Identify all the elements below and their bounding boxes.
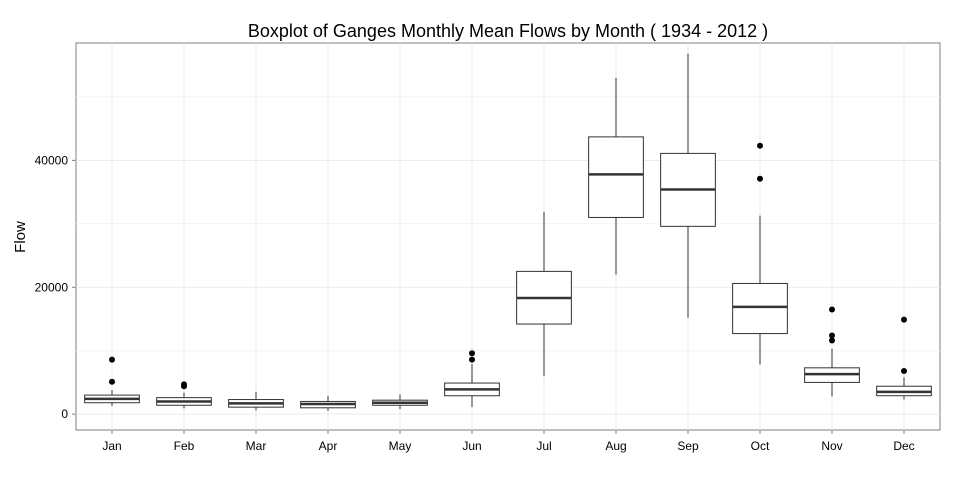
- outlier-point: [757, 175, 763, 182]
- box-apr: [300, 395, 356, 411]
- iqr-box: [588, 136, 644, 218]
- box-jan: [84, 356, 140, 406]
- box-may: [372, 394, 428, 410]
- x-tick-label: Dec: [893, 439, 914, 453]
- x-tick-label: Oct: [751, 439, 770, 453]
- y-tick-label: 20000: [35, 280, 69, 294]
- x-axis-ticks: Jan Feb Mar Apr May Jun Jul Aug Sep Oct Nov Dec: [102, 430, 915, 453]
- y-tick-label: 0: [61, 407, 68, 421]
- x-tick-label: Aug: [605, 439, 626, 453]
- outlier-point: [469, 350, 475, 357]
- box-jul: [516, 211, 572, 377]
- outlier-point: [829, 337, 835, 344]
- outlier-point: [109, 356, 115, 363]
- plot-panel: [75, 42, 941, 431]
- chart-title: Boxplot of Ganges Monthly Mean Flows by …: [248, 21, 768, 41]
- box-dec: [876, 316, 932, 400]
- iqr-box: [732, 282, 788, 335]
- box-oct: [732, 142, 788, 365]
- x-tick-label: Sep: [677, 439, 699, 453]
- x-tick-label: Jan: [102, 439, 121, 453]
- boxes-layer: [84, 53, 932, 411]
- outlier-point: [469, 356, 475, 363]
- box-feb: [156, 381, 212, 409]
- x-tick-label: Apr: [319, 439, 338, 453]
- outlier-point: [829, 306, 835, 313]
- x-tick-label: Feb: [174, 439, 195, 453]
- outlier-point: [757, 142, 763, 149]
- y-tick-label: 40000: [35, 153, 69, 167]
- box-aug: [588, 77, 644, 275]
- outlier-point: [901, 316, 907, 323]
- box-jun: [444, 350, 500, 408]
- box-nov: [804, 306, 860, 397]
- x-tick-label: Jul: [536, 439, 551, 453]
- outlier-point: [181, 381, 187, 388]
- x-tick-label: Jun: [462, 439, 481, 453]
- x-tick-label: Nov: [821, 439, 842, 453]
- outlier-point: [901, 367, 907, 374]
- outlier-point: [109, 378, 115, 385]
- y-axis-title: Flow: [12, 221, 29, 253]
- x-tick-label: May: [389, 439, 412, 453]
- box-sep: [660, 53, 716, 318]
- box-mar: [228, 391, 284, 411]
- outlier-point: [829, 332, 835, 339]
- y-axis-ticks: 0 20000 40000: [35, 153, 76, 421]
- x-tick-label: Mar: [246, 439, 267, 453]
